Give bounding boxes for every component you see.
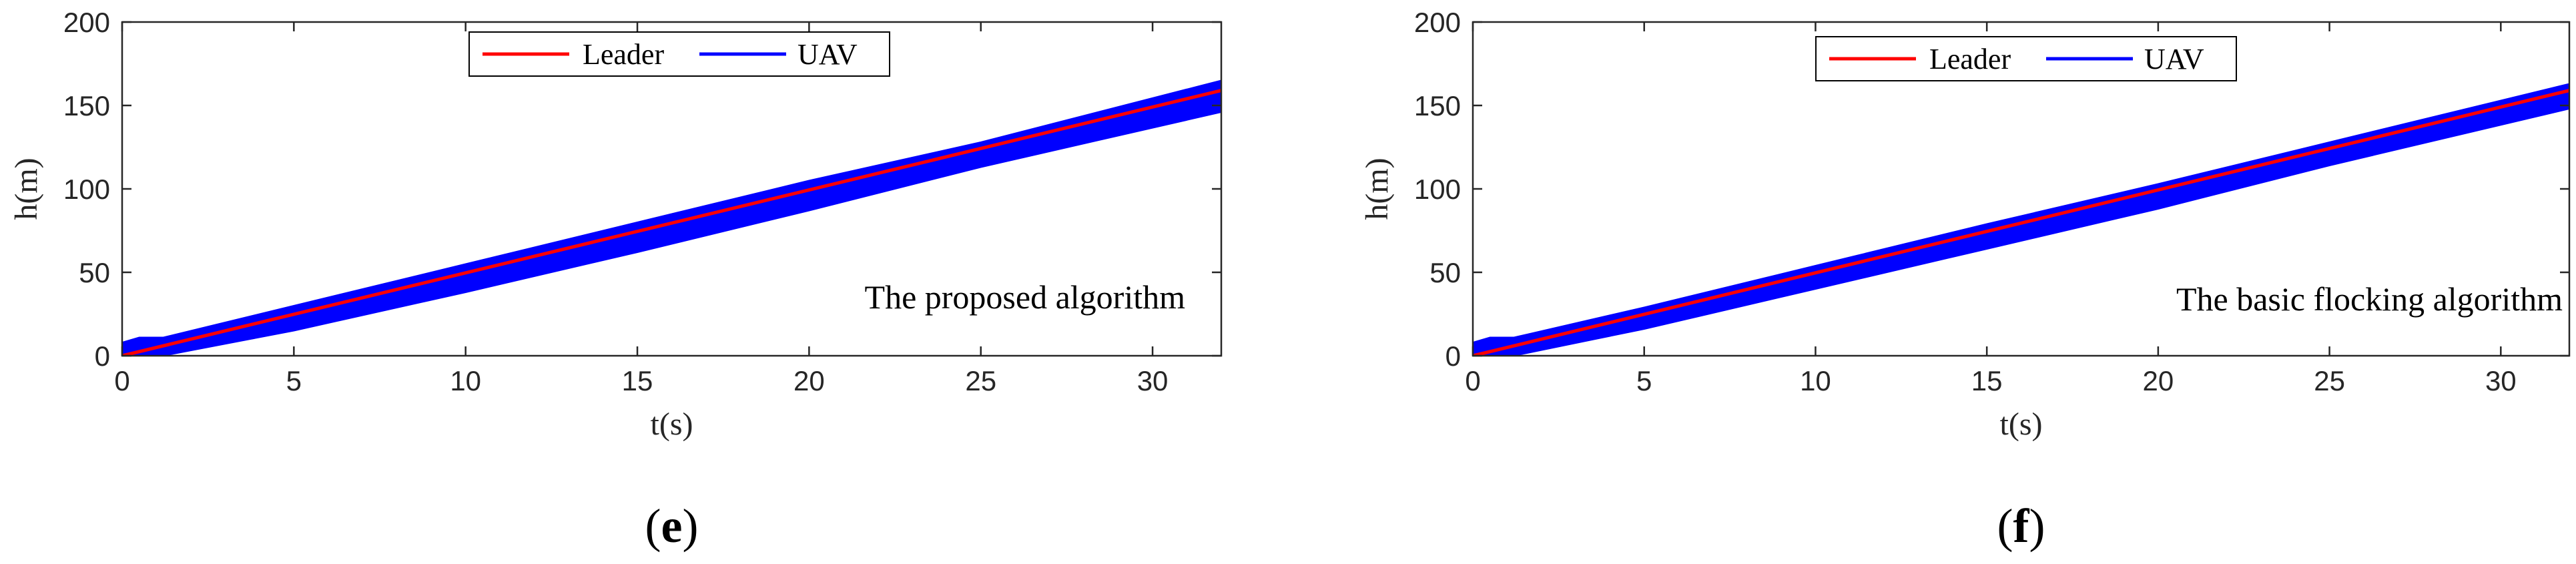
legend-f: Leader UAV [1815, 36, 2237, 81]
x-tick-label: 5 [286, 365, 302, 396]
series-leader-line [122, 89, 1221, 356]
x-tick-label: 10 [1800, 365, 1831, 396]
x-tick-label: 5 [1636, 365, 1652, 396]
panel-label-open-e: ( [645, 499, 661, 553]
legend-label-leader-e: Leader [583, 38, 664, 71]
panel-label-close-e: ) [682, 499, 698, 553]
x-tick-label: 30 [2485, 365, 2517, 396]
legend-label-leader-f: Leader [1929, 43, 2011, 75]
x-tick-label: 15 [1971, 365, 2003, 396]
panel-label-e: (e) [645, 499, 699, 553]
x-axis-label-e: t(s) [651, 406, 693, 442]
annotation-f: The basic flocking algorithm [2176, 280, 2563, 318]
x-tick-label: 0 [114, 365, 129, 396]
y-tick-label: 100 [63, 174, 110, 205]
x-tick-label: 20 [2143, 365, 2174, 396]
series-uav-band [122, 79, 1221, 356]
y-tick-label: 200 [1414, 7, 1461, 38]
panel-label-f: (f) [1997, 499, 2045, 553]
panel-label-letter-f: f [2013, 499, 2030, 553]
panel-label-close-f: ) [2029, 499, 2045, 553]
plot-area-e [122, 22, 1221, 356]
y-tick-label: 150 [63, 90, 110, 121]
x-tick-label: 20 [793, 365, 825, 396]
panel-label-open-f: ( [1997, 499, 2013, 553]
x-tick-label: 10 [450, 365, 481, 396]
x-tick-label: 25 [965, 365, 996, 396]
panel-label-letter-e: e [661, 499, 683, 553]
annotation-e: The proposed algorithm [865, 278, 1186, 316]
x-tick-label: 0 [1465, 365, 1480, 396]
series-leader-line [1473, 89, 2569, 356]
chart-panel-f: 0 5 10 15 20 25 30 0 50 100 150 200 t(s) h(m) Lead… [1359, 7, 2571, 553]
y-tick-label: 50 [1429, 257, 1461, 288]
x-axis-label-f: t(s) [2000, 406, 2043, 442]
y-tick-label: 100 [1414, 174, 1461, 205]
y-tick-label: 0 [95, 340, 110, 372]
chart-panel-e: 0 5 10 15 20 25 30 0 50 100 150 200 t(s) h(m) Lead… [9, 7, 1223, 553]
y-axis-label-f: h(m) [1359, 158, 1395, 220]
y-tick-label: 50 [79, 257, 110, 288]
legend-label-uav-f: UAV [2144, 43, 2204, 75]
y-tick-label: 200 [63, 7, 110, 38]
x-tick-label: 25 [2314, 365, 2345, 396]
legend-e: Leader UAV [468, 31, 890, 77]
legend-label-uav-e: UAV [797, 38, 858, 71]
y-tick-label: 150 [1414, 90, 1461, 121]
y-axis-label-e: h(m) [9, 158, 44, 220]
x-tick-label: 30 [1137, 365, 1169, 396]
y-tick-label: 0 [1445, 340, 1461, 372]
x-tick-label: 15 [622, 365, 653, 396]
